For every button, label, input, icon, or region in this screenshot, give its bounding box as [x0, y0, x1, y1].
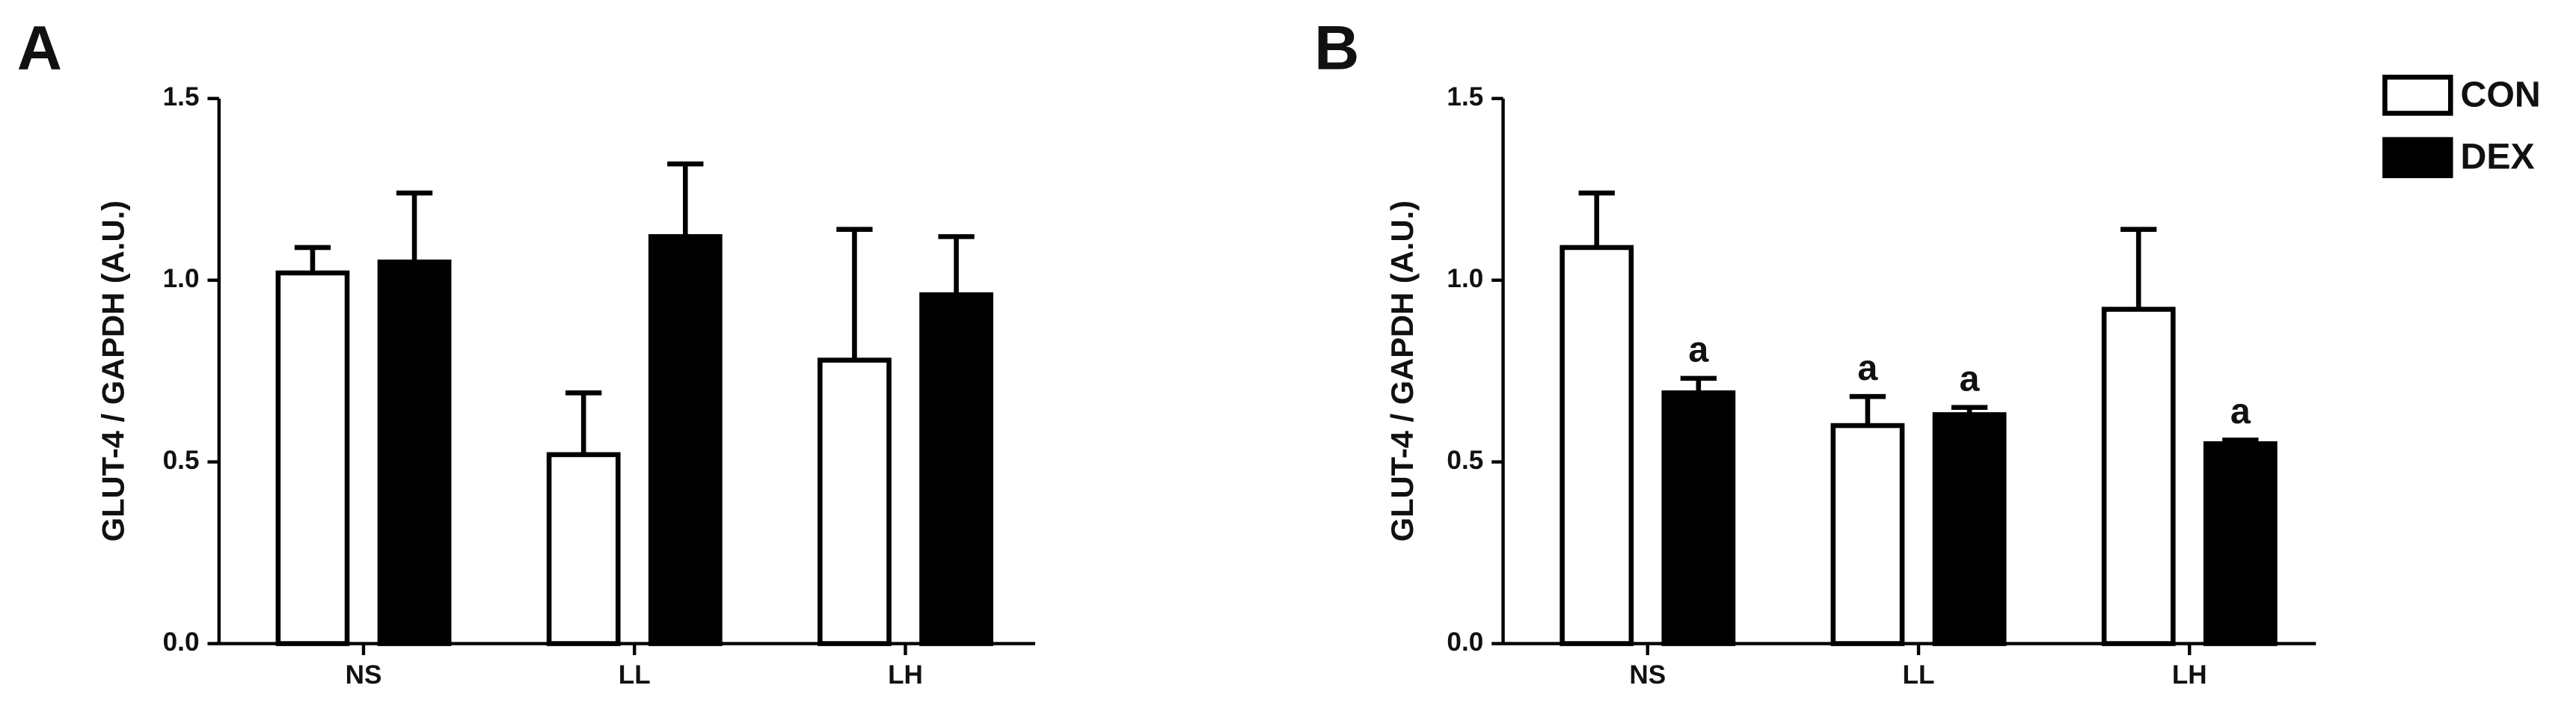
legend-swatch [2382, 137, 2453, 179]
x-tick-label: LL [1903, 660, 1935, 690]
panel-label: B [1314, 12, 1359, 82]
y-tick-label: 0.5 [163, 446, 200, 475]
significance-label: a [1688, 329, 1709, 369]
bar [648, 234, 723, 646]
bar [2203, 441, 2278, 646]
bar [919, 292, 993, 646]
significance-label: a [2230, 391, 2251, 432]
bar [1932, 412, 2007, 646]
y-tick-label: 0.5 [1447, 446, 1483, 475]
bar [1560, 245, 1634, 646]
y-tick-label: 1.5 [163, 82, 200, 111]
panel-label: A [17, 12, 62, 82]
y-tick-label: 0.0 [1447, 627, 1483, 657]
bar [546, 452, 621, 646]
y-axis-label: GLUT-4 / GAPDH (A.U.) [96, 200, 131, 541]
legend-label: CON [2460, 74, 2540, 114]
bar [1661, 390, 1736, 646]
y-tick-label: 1.5 [1447, 82, 1483, 111]
x-tick-label: NS [1629, 660, 1666, 690]
bar [377, 260, 452, 646]
legend-swatch [2382, 74, 2453, 116]
bar [2101, 307, 2176, 646]
y-tick-label: 1.0 [1447, 264, 1483, 293]
y-tick-label: 1.0 [163, 264, 200, 293]
bar [275, 270, 350, 646]
x-tick-label: LH [888, 660, 923, 690]
significance-label: a [1960, 358, 1981, 399]
x-tick-label: NS [346, 660, 382, 690]
y-tick-label: 0.0 [163, 627, 200, 657]
bar [1830, 423, 1905, 646]
x-tick-label: LH [2172, 660, 2207, 690]
x-tick-label: LL [619, 660, 651, 690]
y-axis-label: GLUT-4 / GAPDH (A.U.) [1384, 200, 1420, 541]
significance-label: a [1858, 348, 1879, 388]
legend-label: DEX [2460, 137, 2534, 177]
bar [818, 357, 892, 646]
